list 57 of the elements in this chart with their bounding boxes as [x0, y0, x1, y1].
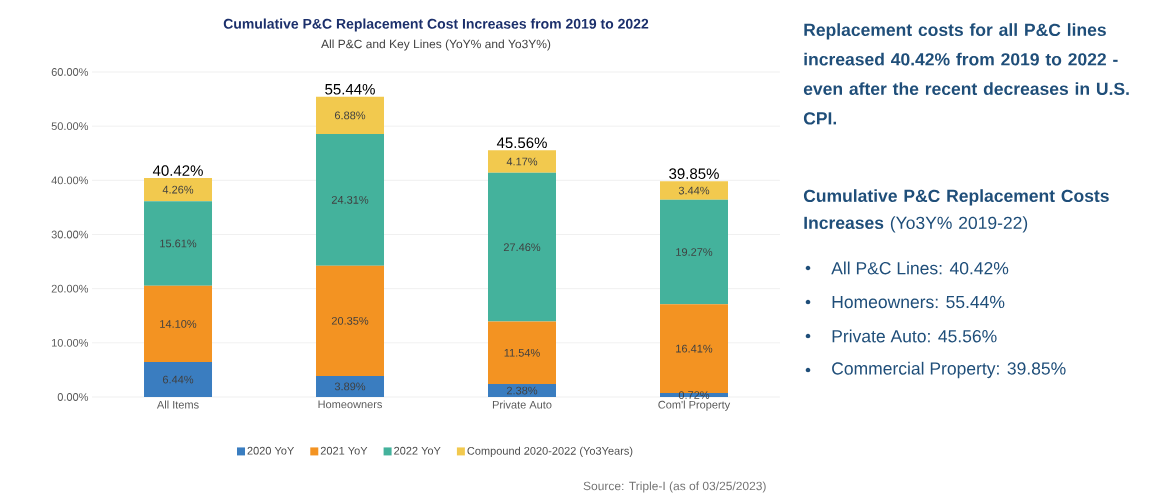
legend-label: Compound 2020-2022 (Yo3Years)	[467, 446, 633, 457]
y-tick-label: 30.00%	[51, 230, 89, 239]
total-label: 55.44%	[325, 84, 375, 95]
source-note: Source: Triple-I (as of 03/25/2023)	[583, 481, 766, 493]
chart-subtitle: All P&C and Key Lines (YoY% and Yo3Y%)	[321, 39, 551, 51]
bar	[660, 181, 728, 200]
bar	[488, 150, 556, 173]
chart-title: Cumulative P&C Replacement Cost Increases from 2019 to 2022	[223, 18, 649, 32]
legend-label: 2022 YoY	[394, 446, 441, 455]
y-tick-label: 10.00%	[52, 338, 89, 347]
y-tick-label: 50.00%	[51, 122, 89, 131]
data-label: 24.31%	[331, 195, 369, 204]
data-label: 4.26%	[162, 185, 194, 194]
bar	[316, 134, 385, 266]
y-tick-label: 60.00%	[51, 68, 89, 76]
data-label: 6.88%	[334, 111, 366, 120]
bar	[660, 199, 728, 305]
data-label: 2.38%	[506, 386, 538, 395]
x-tick-label: Homeowners	[318, 400, 382, 409]
y-tick-label: 0.00%	[57, 393, 89, 401]
data-label: 6.44%	[162, 375, 194, 384]
text: Private Auto: 45.56%	[832, 329, 997, 343]
legend-label: 2021 YoY	[320, 446, 368, 455]
data-label: 16.41%	[676, 344, 713, 353]
data-label: 19.27%	[676, 248, 713, 256]
bar	[144, 362, 213, 397]
x-tick-label: All Items	[156, 400, 199, 409]
bar	[488, 321, 556, 385]
bar	[316, 96, 385, 135]
y-tick-label: 20.00%	[51, 284, 89, 293]
legend-label: 2020 YoY	[247, 446, 295, 455]
text: All P&C Lines: 40.42%	[831, 261, 1009, 275]
y-tick-label: 40.00%	[51, 176, 89, 185]
text: Cumulative P&C Replacement Costs Increases (Yo3Y% 2019-22)	[803, 189, 1109, 233]
bar	[144, 285, 213, 363]
text: Commercial Property: 39.85%	[832, 361, 1066, 379]
total-label: 45.56%	[496, 137, 547, 149]
bar	[316, 375, 385, 397]
bar	[488, 384, 556, 397]
bar	[144, 178, 213, 202]
bar	[316, 265, 385, 376]
x-tick-label: Com'l Property	[658, 400, 731, 411]
data-label: 20.35%	[331, 316, 369, 325]
data-label: 4.17%	[506, 157, 538, 166]
data-label: 14.10%	[160, 320, 197, 328]
text: Homeowners: 55.44%	[832, 295, 1005, 309]
text: Replacement costs for all P&C lines increased 40.42% from 2019 to 2022 - even after the recent decreases in U.S. CPI.	[803, 23, 1129, 125]
data-label: 27.46%	[503, 243, 541, 252]
data-label: 11.54%	[504, 348, 540, 357]
data-label: 15.61%	[160, 239, 197, 248]
total-label: 40.42%	[152, 165, 203, 176]
data-label: 3.89%	[334, 382, 366, 391]
data-label: 3.44%	[678, 186, 710, 195]
x-tick-label: Private Auto	[492, 400, 552, 409]
bar	[488, 172, 556, 322]
bar	[144, 201, 213, 286]
total-label: 39.85%	[669, 168, 719, 179]
